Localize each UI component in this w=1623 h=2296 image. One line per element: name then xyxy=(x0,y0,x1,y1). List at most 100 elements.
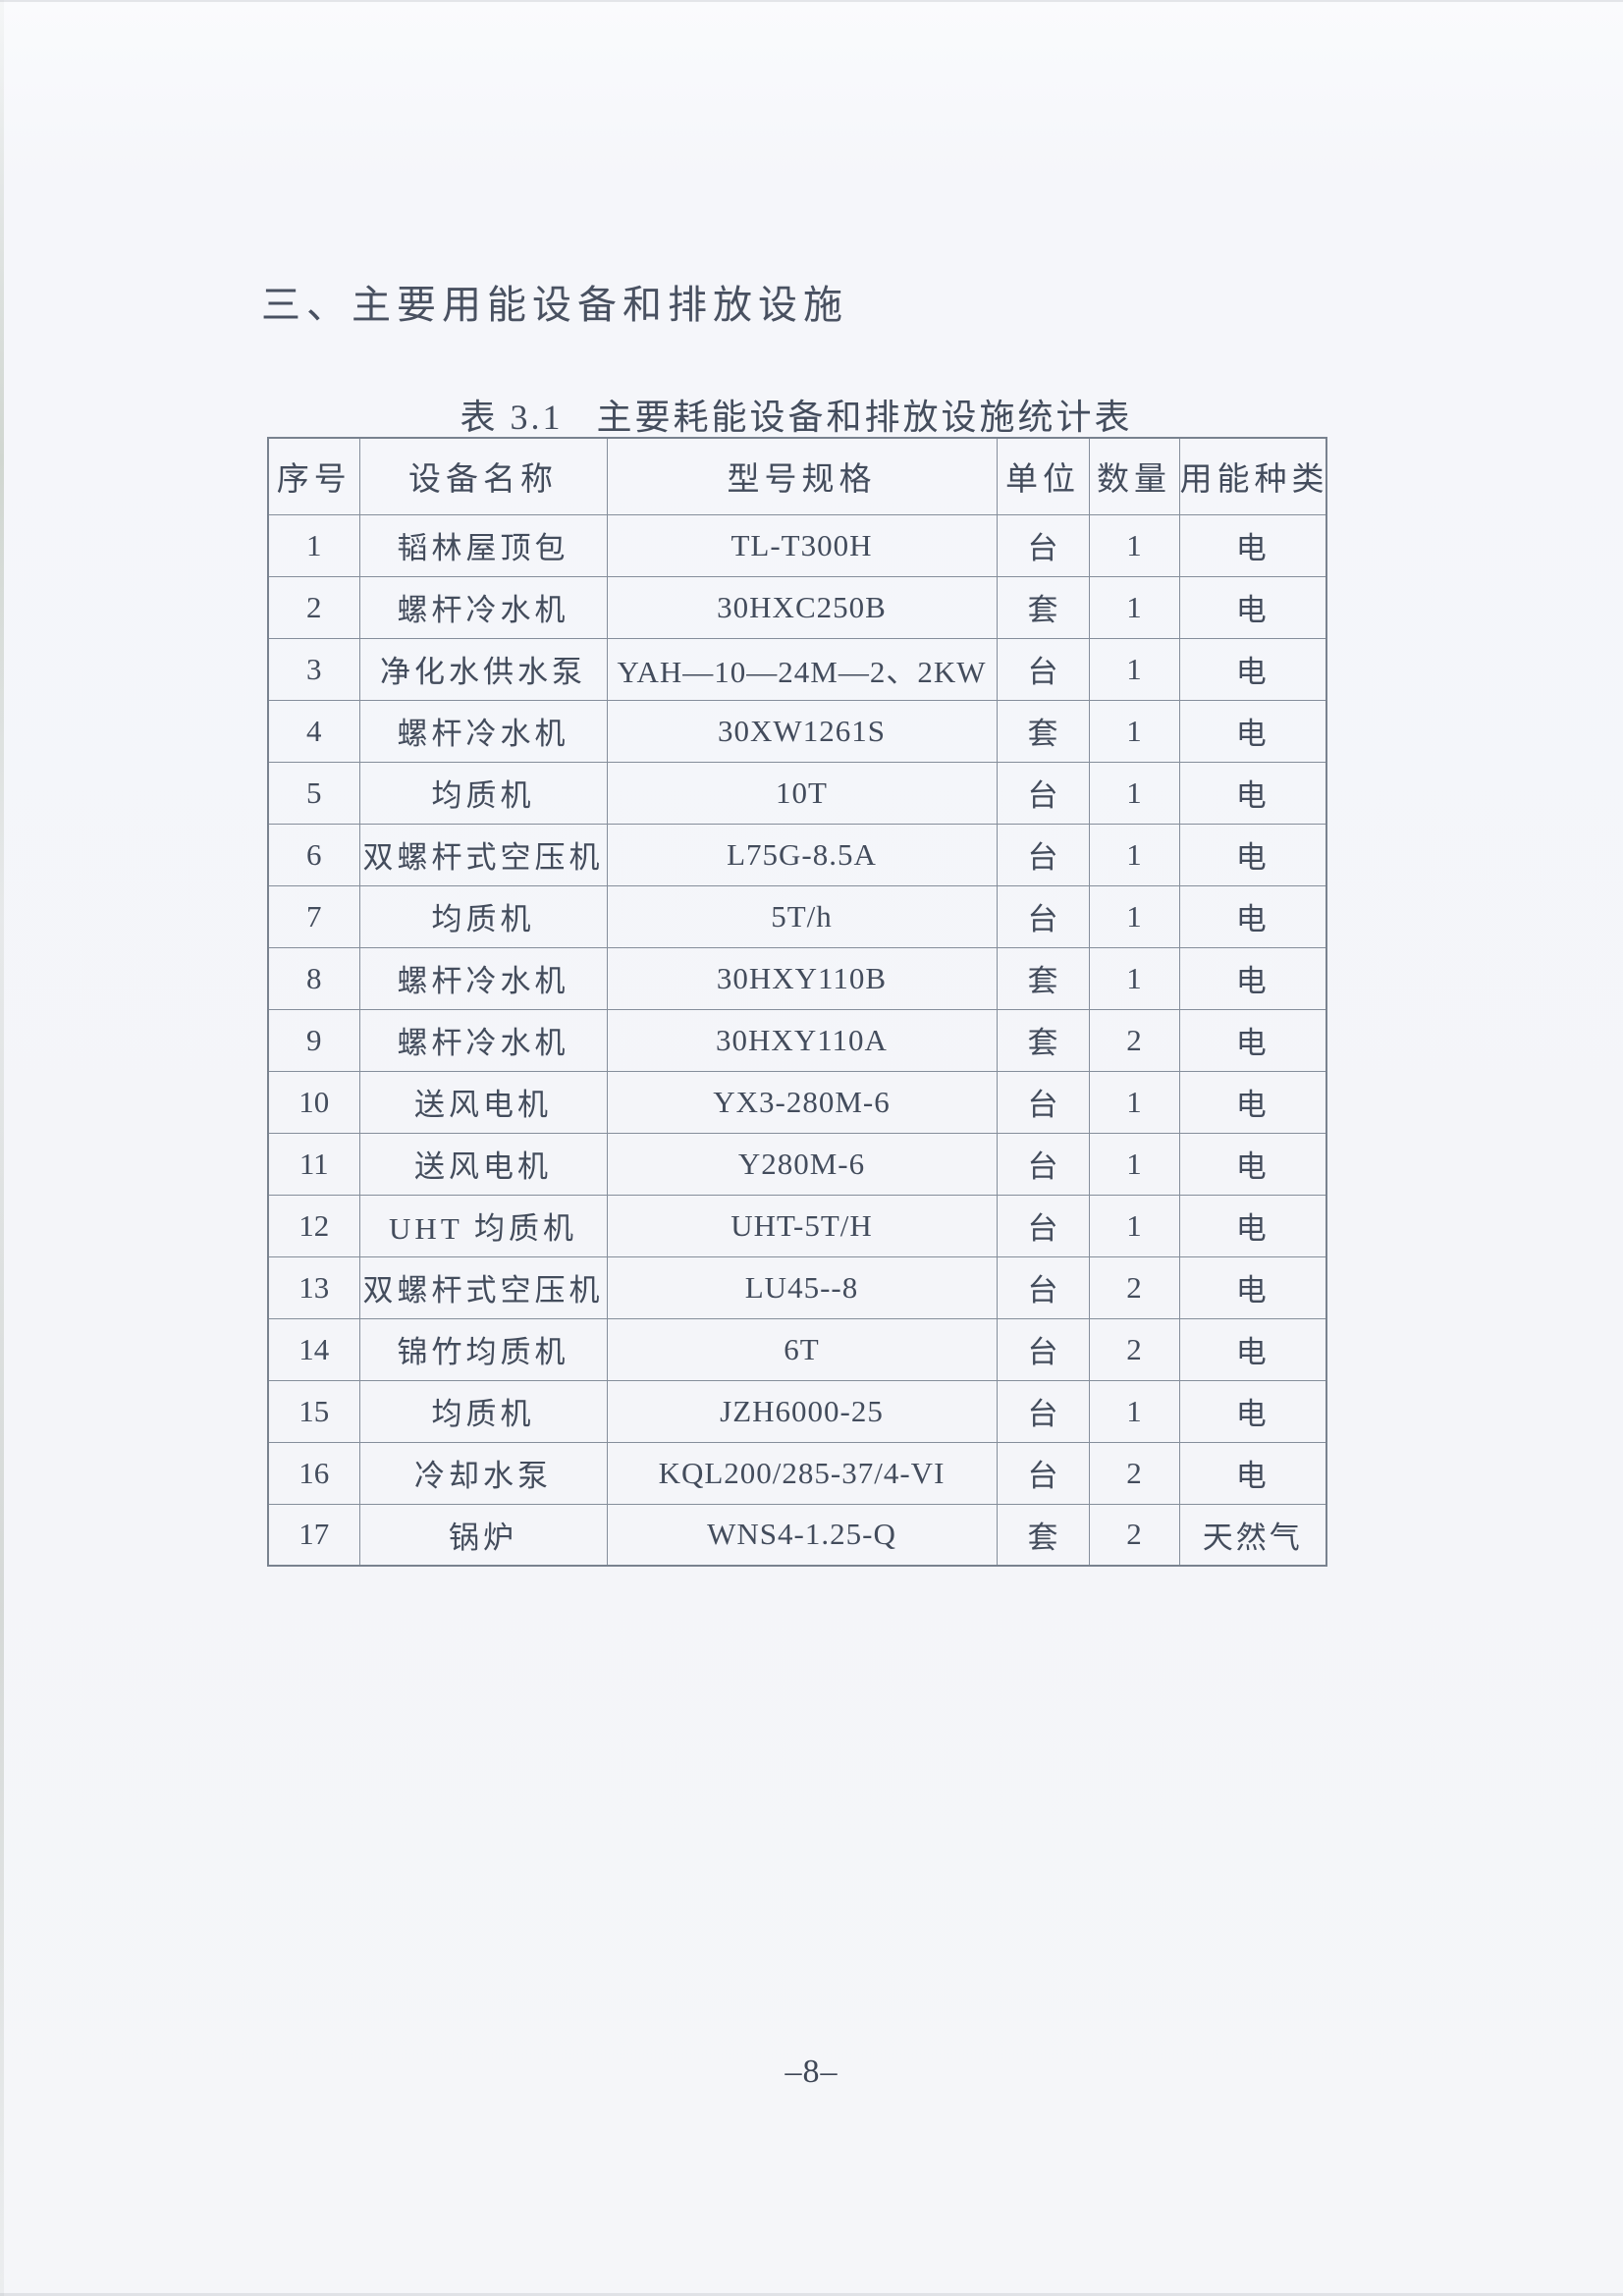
cell-model: 30HXY110A xyxy=(606,1008,998,1072)
cell-unit: 台 xyxy=(996,823,1090,886)
cell-energy: 电 xyxy=(1178,1070,1327,1134)
cell-name: 冷却水泵 xyxy=(358,1441,608,1505)
cell-unit: 台 xyxy=(996,513,1090,577)
cell-model: JZH6000-25 xyxy=(606,1379,998,1443)
cell-qty: 1 xyxy=(1088,1379,1180,1443)
cell-energy: 电 xyxy=(1178,884,1327,948)
cell-name: UHT 均质机 xyxy=(358,1194,608,1257)
cell-name: 均质机 xyxy=(358,1379,608,1443)
table-row: 3 净化水供水泵 YAH—10—24M—2、2KW 台 1 电 xyxy=(267,637,1327,701)
cell-model: 30XW1261S xyxy=(606,699,998,763)
equipment-table: 序号 设备名称 型号规格 单位 数量 用能种类 1 韬林屋顶包 TL-T300H 台 1… xyxy=(267,437,1327,1567)
cell-unit: 套 xyxy=(996,699,1090,763)
cell-qty: 1 xyxy=(1088,513,1180,577)
cell-name: 锅炉 xyxy=(358,1503,608,1567)
cell-energy: 电 xyxy=(1178,761,1327,825)
cell-qty: 1 xyxy=(1088,575,1180,639)
cell-no: 11 xyxy=(267,1132,360,1196)
cell-name: 均质机 xyxy=(358,761,608,825)
equipment-table-body: 1 韬林屋顶包 TL-T300H 台 1 电 2 螺杆冷水机 30HXC250B 套 1 电 3 净化水供… xyxy=(267,513,1327,1567)
cell-qty: 1 xyxy=(1088,699,1180,763)
table-row: 16 冷却水泵 KQL200/285-37/4-VI 台 2 电 xyxy=(267,1441,1327,1505)
cell-no: 1 xyxy=(267,513,360,577)
cell-unit: 台 xyxy=(996,637,1090,701)
table-row: 4 螺杆冷水机 30XW1261S 套 1 电 xyxy=(267,699,1327,763)
scan-edge-left xyxy=(0,0,4,2296)
cell-model: YAH—10—24M—2、2KW xyxy=(606,637,998,701)
table-header-row: 序号 设备名称 型号规格 单位 数量 用能种类 xyxy=(267,437,1327,515)
table-row: 14 锦竹均质机 6T 台 2 电 xyxy=(267,1317,1327,1381)
col-header-energy: 用能种类 xyxy=(1178,437,1327,515)
cell-qty: 1 xyxy=(1088,884,1180,948)
cell-qty: 2 xyxy=(1088,1317,1180,1381)
cell-name: 均质机 xyxy=(358,884,608,948)
cell-no: 13 xyxy=(267,1255,360,1319)
cell-qty: 1 xyxy=(1088,946,1180,1010)
cell-unit: 台 xyxy=(996,761,1090,825)
cell-no: 15 xyxy=(267,1379,360,1443)
cell-name: 锦竹均质机 xyxy=(358,1317,608,1381)
cell-name: 螺杆冷水机 xyxy=(358,946,608,1010)
cell-unit: 台 xyxy=(996,1441,1090,1505)
cell-unit: 台 xyxy=(996,1070,1090,1134)
cell-qty: 2 xyxy=(1088,1441,1180,1505)
table-row: 10 送风电机 YX3-280M-6 台 1 电 xyxy=(267,1070,1327,1134)
table-caption-title: 主要耗能设备和排放设施统计表 xyxy=(596,398,1133,437)
cell-qty: 1 xyxy=(1088,1132,1180,1196)
col-header-name: 设备名称 xyxy=(358,437,608,515)
cell-no: 16 xyxy=(267,1441,360,1505)
cell-name: 净化水供水泵 xyxy=(358,637,608,701)
section-heading: 三、主要用能设备和排放设施 xyxy=(261,283,848,327)
col-header-no: 序号 xyxy=(267,437,360,515)
cell-energy: 电 xyxy=(1178,637,1327,701)
cell-qty: 1 xyxy=(1088,1070,1180,1134)
table-row: 13 双螺杆式空压机 LU45--8 台 2 电 xyxy=(267,1255,1327,1319)
cell-model: LU45--8 xyxy=(606,1255,998,1319)
col-header-qty: 数量 xyxy=(1088,437,1180,515)
cell-energy: 电 xyxy=(1178,699,1327,763)
cell-unit: 台 xyxy=(996,1255,1090,1319)
cell-qty: 1 xyxy=(1088,761,1180,825)
cell-unit: 台 xyxy=(996,1317,1090,1381)
cell-no: 2 xyxy=(267,575,360,639)
cell-qty: 2 xyxy=(1088,1255,1180,1319)
cell-name: 螺杆冷水机 xyxy=(358,699,608,763)
cell-name: 螺杆冷水机 xyxy=(358,1008,608,1072)
cell-model: UHT-5T/H xyxy=(606,1194,998,1257)
cell-name: 双螺杆式空压机 xyxy=(358,1255,608,1319)
table-caption: 表 3.1 主要耗能设备和排放设施统计表 xyxy=(267,389,1325,440)
cell-qty: 1 xyxy=(1088,637,1180,701)
table-row: 15 均质机 JZH6000-25 台 1 电 xyxy=(267,1379,1327,1443)
cell-model: Y280M-6 xyxy=(606,1132,998,1196)
cell-name: 韬林屋顶包 xyxy=(358,513,608,577)
cell-qty: 1 xyxy=(1088,1194,1180,1257)
cell-unit: 台 xyxy=(996,884,1090,948)
cell-qty: 1 xyxy=(1088,823,1180,886)
cell-unit: 套 xyxy=(996,575,1090,639)
cell-energy: 电 xyxy=(1178,1379,1327,1443)
cell-unit: 套 xyxy=(996,946,1090,1010)
cell-energy: 电 xyxy=(1178,1317,1327,1381)
table-row: 5 均质机 10T 台 1 电 xyxy=(267,761,1327,825)
cell-no: 9 xyxy=(267,1008,360,1072)
cell-model: WNS4-1.25-Q xyxy=(606,1503,998,1567)
cell-unit: 台 xyxy=(996,1194,1090,1257)
page-number: –8– xyxy=(784,2054,839,2090)
cell-model: L75G-8.5A xyxy=(606,823,998,886)
cell-energy: 电 xyxy=(1178,823,1327,886)
table-row: 17 锅炉 WNS4-1.25-Q 套 2 天然气 xyxy=(267,1503,1327,1567)
cell-no: 17 xyxy=(267,1503,360,1567)
scan-edge-bottom xyxy=(0,2293,1623,2296)
table-row: 2 螺杆冷水机 30HXC250B 套 1 电 xyxy=(267,575,1327,639)
cell-no: 14 xyxy=(267,1317,360,1381)
table-row: 9 螺杆冷水机 30HXY110A 套 2 电 xyxy=(267,1008,1327,1072)
cell-energy: 电 xyxy=(1178,1441,1327,1505)
cell-model: 30HXC250B xyxy=(606,575,998,639)
cell-energy: 天然气 xyxy=(1178,1503,1327,1567)
cell-model: 5T/h xyxy=(606,884,998,948)
cell-energy: 电 xyxy=(1178,946,1327,1010)
cell-no: 6 xyxy=(267,823,360,886)
cell-unit: 套 xyxy=(996,1008,1090,1072)
table-caption-label: 表 3.1 xyxy=(460,398,564,437)
